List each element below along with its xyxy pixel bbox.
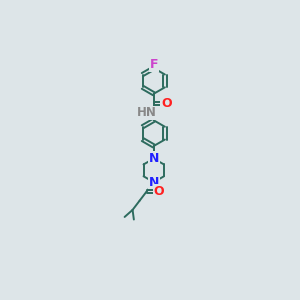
Text: N: N (148, 176, 159, 189)
Text: O: O (161, 97, 172, 110)
Text: HN: HN (137, 106, 157, 119)
Text: F: F (149, 58, 158, 71)
Text: O: O (154, 185, 164, 198)
Text: N: N (148, 152, 159, 165)
